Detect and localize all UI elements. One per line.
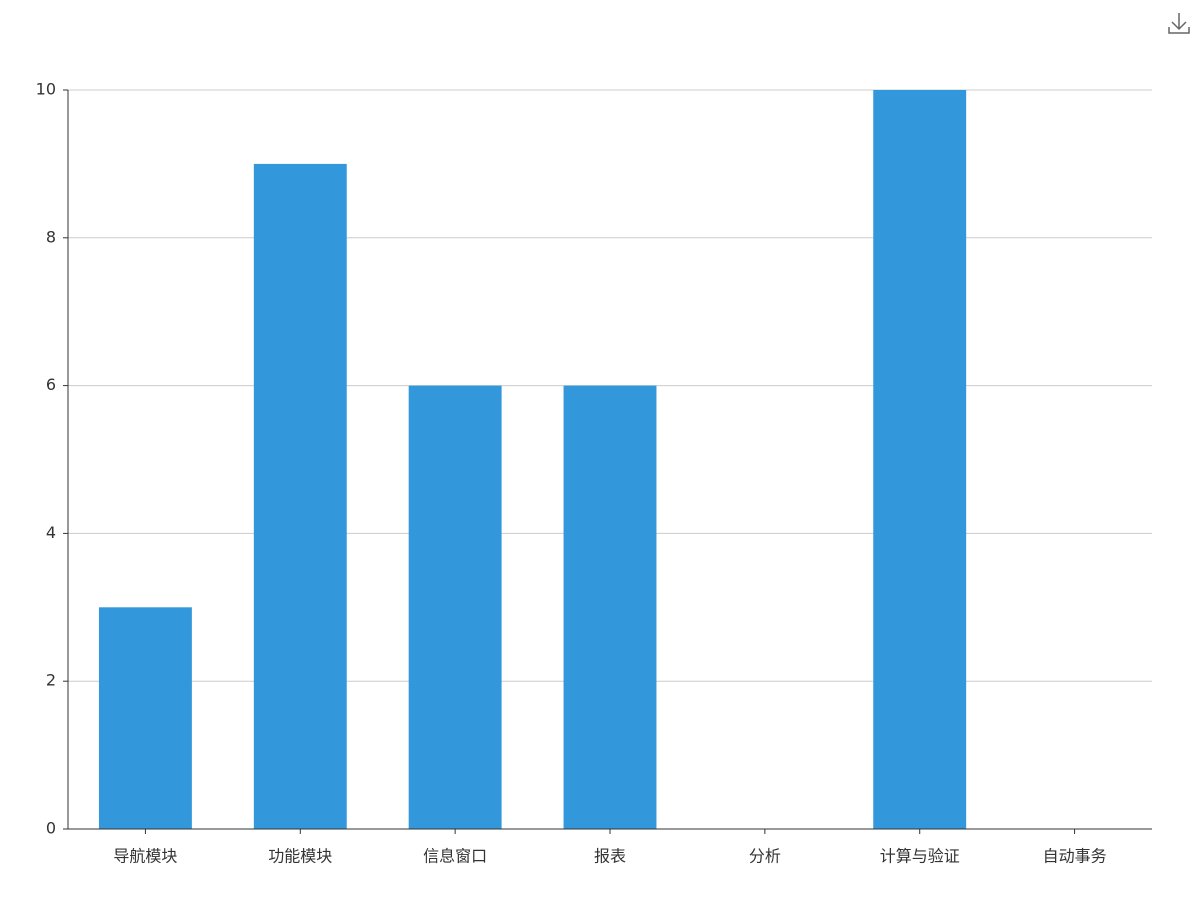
y-tick-label: 0 xyxy=(46,819,56,838)
x-tick-label: 计算与验证 xyxy=(880,847,960,866)
y-tick-label: 4 xyxy=(46,523,56,542)
bar xyxy=(408,385,502,829)
x-tick-label: 导航模块 xyxy=(113,847,177,866)
bar xyxy=(563,385,657,829)
bar xyxy=(253,163,347,829)
bar xyxy=(98,607,192,829)
x-tick-label: 功能模块 xyxy=(268,847,332,866)
y-tick-label: 2 xyxy=(46,671,56,690)
bar xyxy=(873,90,967,829)
x-tick-label: 信息窗口 xyxy=(423,847,487,866)
x-tick-label: 分析 xyxy=(749,847,781,866)
download-button[interactable] xyxy=(1168,12,1190,34)
y-tick-label: 8 xyxy=(46,227,56,246)
x-tick-label: 报表 xyxy=(594,847,626,866)
y-tick-label: 10 xyxy=(36,80,56,99)
x-tick-label: 自动事务 xyxy=(1043,847,1107,866)
y-tick-label: 6 xyxy=(46,375,56,394)
